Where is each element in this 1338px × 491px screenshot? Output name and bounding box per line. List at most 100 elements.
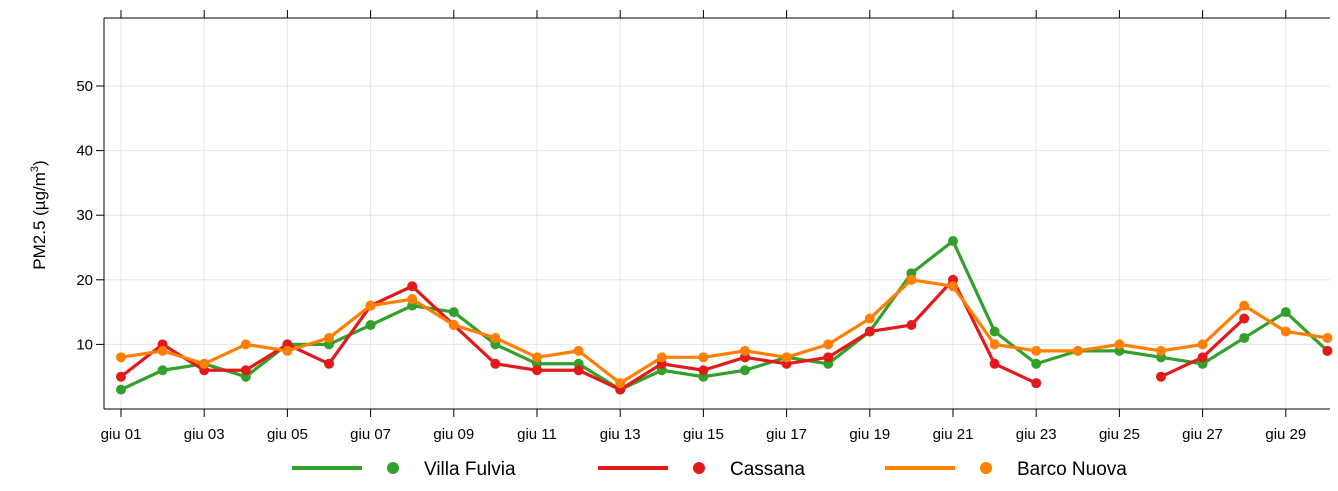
data-point-barco-nuova <box>615 378 626 389</box>
data-point-barco-nuova <box>740 345 750 356</box>
data-point-barco-nuova <box>448 320 459 331</box>
series-cassana <box>116 274 1333 395</box>
data-point-cassana <box>989 358 1000 369</box>
legend-item-barco-nuova: Barco Nuova <box>885 459 1127 480</box>
data-point-barco-nuova <box>656 352 667 363</box>
data-point-barco-nuova <box>1322 332 1333 343</box>
x-tick-label: giu 13 <box>600 426 641 443</box>
data-point-villa-fulvia <box>365 320 376 331</box>
y-tick-label: 30 <box>76 207 93 224</box>
data-point-villa-fulvia <box>948 236 958 247</box>
y-axis-title-main: PM2.5 (µg/m <box>30 172 49 270</box>
data-point-barco-nuova <box>864 313 875 324</box>
data-point-villa-fulvia <box>989 326 1000 337</box>
x-tick-label: giu 27 <box>1182 426 1223 443</box>
data-point-cassana <box>573 365 584 376</box>
x-tick-label: giu 11 <box>517 426 557 443</box>
y-tick-label: 20 <box>76 272 93 289</box>
data-point-cassana <box>407 281 418 292</box>
y-axis-title-close: ) <box>30 160 49 166</box>
data-point-cassana <box>698 365 709 376</box>
data-point-cassana <box>1156 371 1166 382</box>
data-point-barco-nuova <box>240 339 251 350</box>
data-point-cassana <box>1322 345 1333 356</box>
series-barco-nuova <box>116 274 1333 389</box>
data-point-barco-nuova <box>1197 339 1208 350</box>
data-point-villa-fulvia <box>740 365 750 376</box>
legend-item-villa-fulvia: Villa Fulvia <box>292 459 516 480</box>
data-point-cassana <box>490 358 501 369</box>
x-tick-label: giu 17 <box>766 426 807 443</box>
data-point-barco-nuova <box>906 274 917 285</box>
x-tick-label: giu 15 <box>683 426 724 443</box>
data-point-barco-nuova <box>1114 339 1125 350</box>
legend-label: Barco Nuova <box>1017 459 1127 480</box>
data-point-cassana <box>1031 378 1042 389</box>
x-tick-label: giu 21 <box>933 426 974 443</box>
legend-label: Cassana <box>730 459 805 480</box>
data-point-cassana <box>116 371 126 382</box>
x-tick-label: giu 25 <box>1099 426 1140 443</box>
data-point-cassana <box>864 326 875 337</box>
series-line-villa-fulvia <box>120 239 1329 392</box>
grid-lines <box>104 18 1330 409</box>
data-point-barco-nuova <box>324 332 334 343</box>
data-point-cassana <box>532 365 542 376</box>
data-point-barco-nuova <box>573 345 584 356</box>
data-point-barco-nuova <box>532 352 542 363</box>
axes: 10 20 30 40 50 giu 01 giu 03 giu 05 giu 07 giu 09… <box>76 10 1330 443</box>
data-point-barco-nuova <box>1239 300 1250 311</box>
x-tick-label: giu 01 <box>101 426 142 443</box>
x-tick-label: giu 07 <box>350 426 391 443</box>
data-point-barco-nuova <box>1072 345 1083 356</box>
data-point-villa-fulvia <box>1239 332 1250 343</box>
data-point-barco-nuova <box>948 281 958 292</box>
data-point-barco-nuova <box>1280 326 1291 337</box>
data-point-cassana <box>1197 352 1208 363</box>
y-tick-label: 50 <box>76 78 93 95</box>
legend-item-cassana: Cassana <box>598 459 805 480</box>
x-tick-label: giu 05 <box>267 426 308 443</box>
y-axis-title-superscript: 3 <box>29 166 41 172</box>
data-point-barco-nuova <box>1031 345 1042 356</box>
legend-swatch-point <box>980 462 992 474</box>
data-point-villa-fulvia <box>1031 358 1042 369</box>
data-point-barco-nuova <box>199 358 210 369</box>
series-line-barco-nuova <box>120 278 1328 385</box>
y-axis-title: PM2.5 (µg/m3) <box>29 160 49 269</box>
data-point-cassana <box>906 320 917 331</box>
data-point-barco-nuova <box>116 352 126 363</box>
legend: Villa Fulvia Cassana Barco Nuova <box>292 459 1127 480</box>
data-point-barco-nuova <box>365 300 376 311</box>
data-point-cassana <box>823 352 834 363</box>
data-point-villa-fulvia <box>448 307 459 318</box>
x-tick-label: giu 09 <box>433 426 474 443</box>
x-tick-label: giu 03 <box>184 426 225 443</box>
x-tick-label: giu 29 <box>1265 426 1306 443</box>
y-tick-label: 10 <box>76 336 93 353</box>
data-point-barco-nuova <box>823 339 834 350</box>
y-tick-label: 40 <box>76 143 93 160</box>
data-point-cassana <box>324 358 334 369</box>
x-tick-label: giu 19 <box>849 426 890 443</box>
data-point-barco-nuova <box>282 345 293 356</box>
x-tick-label: giu 23 <box>1016 426 1057 443</box>
legend-swatch-point <box>387 462 399 474</box>
series-villa-fulvia <box>116 236 1333 395</box>
legend-label: Villa Fulvia <box>424 459 516 480</box>
data-series <box>116 236 1333 395</box>
data-point-barco-nuova <box>781 352 792 363</box>
data-point-barco-nuova <box>698 352 709 363</box>
data-point-barco-nuova <box>490 332 501 343</box>
data-point-villa-fulvia <box>1280 307 1291 318</box>
data-point-barco-nuova <box>1156 345 1166 356</box>
data-point-villa-fulvia <box>157 365 168 376</box>
legend-swatch-point <box>693 462 705 474</box>
data-point-barco-nuova <box>407 294 418 305</box>
data-point-cassana <box>240 365 251 376</box>
data-point-cassana <box>1239 313 1250 324</box>
data-point-barco-nuova <box>989 339 1000 350</box>
data-point-villa-fulvia <box>116 384 126 395</box>
data-point-barco-nuova <box>157 345 168 356</box>
